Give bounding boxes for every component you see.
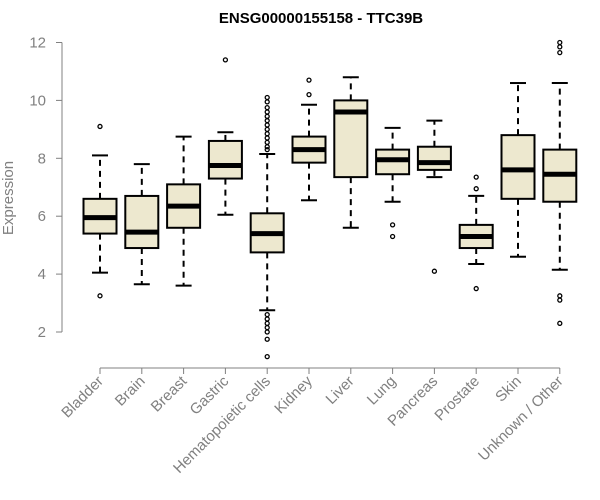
outlier-point [264, 135, 270, 141]
outlier-point [264, 122, 270, 128]
outlier-point [264, 126, 270, 133]
y-tick-label: 12 [29, 35, 46, 52]
outlier-point [557, 320, 563, 326]
outlier-point [264, 311, 270, 318]
box-unknown-other [542, 39, 578, 326]
x-tick-label: Kidney [271, 372, 316, 417]
box-iqr [416, 145, 452, 171]
y-tick-label: 6 [38, 208, 46, 225]
outlier-point [264, 94, 270, 101]
x-tick-label: Skin [492, 373, 525, 406]
outlier-point [557, 297, 563, 303]
outlier-point [306, 91, 312, 98]
y-axis: 2 4 6 8 10 12 [29, 35, 63, 341]
y-tick-label: 4 [38, 266, 46, 283]
outlier-point [389, 233, 396, 240]
outlier-point [264, 320, 270, 326]
box-breast [166, 135, 202, 287]
outlier-point [431, 268, 438, 274]
box-prostate [458, 174, 494, 292]
outlier-point [264, 104, 270, 111]
box-gastric [207, 57, 243, 216]
box-series [82, 39, 578, 360]
y-tick-label: 8 [38, 150, 46, 167]
y-tick-label: 10 [29, 92, 46, 109]
outlier-point [557, 39, 563, 46]
x-tick-label: Brain [112, 373, 149, 410]
outlier-point [473, 174, 479, 180]
box-brain [124, 163, 160, 286]
outlier-point [264, 118, 270, 124]
outlier-point [306, 77, 312, 83]
outlier-point [264, 146, 270, 153]
x-tick-label: Lung [364, 373, 400, 409]
box-kidney [291, 77, 327, 202]
outlier-point [557, 293, 563, 299]
outlier-point [264, 109, 270, 115]
outlier-point [264, 139, 270, 146]
box-bladder [82, 123, 118, 299]
outlier-point [264, 113, 270, 119]
box-iqr [207, 139, 243, 180]
outlier-point [264, 336, 270, 342]
x-tick-label: Bladder [58, 373, 107, 422]
chart-title: ENSG00000155158 - TTC39B [219, 10, 423, 27]
y-axis-title: Expression [0, 161, 17, 235]
outlier-point [264, 131, 270, 137]
outlier-point [264, 144, 270, 150]
x-tick-label: Prostate [431, 373, 483, 425]
box-liver [333, 76, 369, 229]
y-tick-label: 2 [38, 324, 46, 341]
outlier-point [97, 123, 103, 130]
outlier-point [264, 329, 270, 335]
x-tick-label: Breast [148, 372, 191, 415]
box-lung [375, 126, 411, 240]
box-iqr [500, 134, 536, 200]
outlier-point [222, 57, 229, 63]
outlier-point [264, 99, 270, 105]
box-pancreas [416, 119, 452, 274]
outlier-point [557, 44, 563, 50]
x-tick-label: Liver [323, 373, 358, 408]
outlier-point [97, 293, 103, 299]
box-skin [500, 82, 536, 258]
outlier-point [264, 353, 270, 360]
outlier-point [264, 325, 270, 331]
box-iqr [124, 194, 160, 250]
outlier-point [557, 49, 563, 56]
box-hematopoietic-cells [249, 94, 285, 360]
outlier-point [473, 285, 479, 292]
outlier-point [473, 186, 479, 192]
outlier-point [389, 222, 396, 228]
outlier-point [264, 316, 270, 322]
